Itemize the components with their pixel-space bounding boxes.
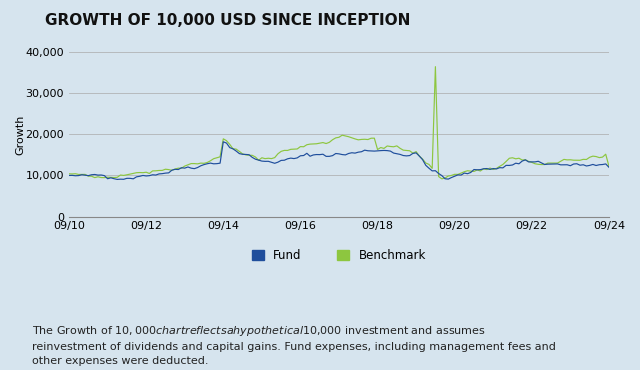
- Y-axis label: Growth: Growth: [15, 114, 25, 155]
- Text: GROWTH OF 10,000 USD SINCE INCEPTION: GROWTH OF 10,000 USD SINCE INCEPTION: [45, 13, 410, 28]
- Legend: Fund, Benchmark: Fund, Benchmark: [252, 249, 426, 262]
- Text: The Growth of $10,000 chart reflects a hypothetical $10,000 investment and assum: The Growth of $10,000 chart reflects a h…: [32, 324, 556, 366]
